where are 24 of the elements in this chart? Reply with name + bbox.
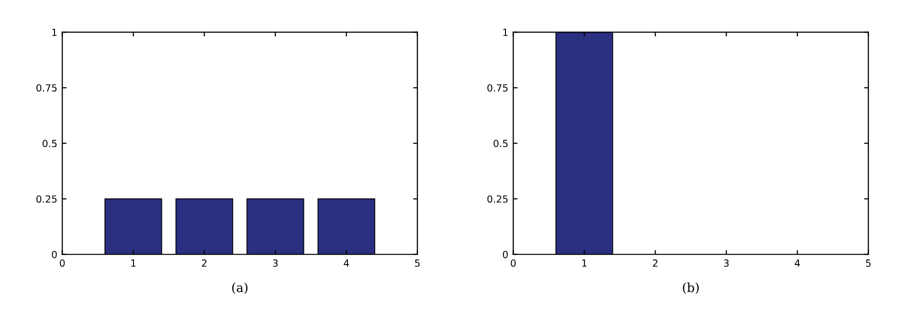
x-tick-label: 1	[131, 260, 136, 267]
x-tick-label: 3	[272, 259, 278, 267]
x-tick-label: 1	[582, 260, 586, 267]
x-tick-label: 2	[652, 259, 658, 267]
x-tick-label: 5	[415, 260, 420, 267]
x-tick-label: 4	[794, 260, 800, 267]
y-tick-label: 0.25	[36, 195, 57, 203]
y-tick-label: 0.25	[487, 195, 508, 203]
y-tick-label: 0.75	[36, 84, 57, 92]
y-tick-label: 0	[52, 250, 57, 258]
x-tick-label: 2	[202, 259, 206, 267]
y-tick-label: 0	[502, 250, 508, 258]
x-axis-title: (a)	[232, 282, 248, 294]
y-tick-label: 0.5	[42, 140, 57, 148]
x-axis-title: (b)	[682, 282, 699, 294]
y-tick-label: 1	[52, 28, 57, 36]
x-tick-label: 0	[510, 259, 516, 267]
y-tick-label: 0.75	[487, 84, 508, 92]
x-tick-label: 3	[724, 259, 729, 267]
y-tick-label: 0.5	[494, 140, 508, 148]
x-tick-label: 5	[866, 260, 871, 267]
x-tick-label: 4	[344, 260, 349, 267]
y-tick-label: 1	[503, 28, 508, 36]
x-tick-label: 0	[60, 259, 65, 267]
